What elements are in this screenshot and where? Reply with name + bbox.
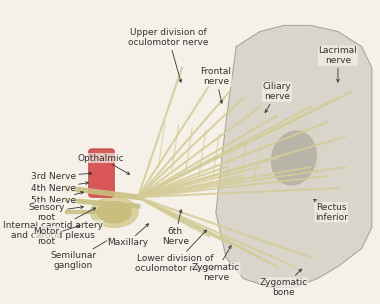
FancyBboxPatch shape xyxy=(89,149,114,197)
Text: Sensory
root: Sensory root xyxy=(28,202,83,222)
Text: Opthalmic: Opthalmic xyxy=(77,154,130,174)
Ellipse shape xyxy=(272,131,316,185)
Text: 4th Nerve: 4th Nerve xyxy=(31,182,89,193)
Ellipse shape xyxy=(97,202,131,223)
Polygon shape xyxy=(216,26,372,288)
Text: Internal carotid artery
and carotid plexus: Internal carotid artery and carotid plex… xyxy=(3,208,103,240)
Ellipse shape xyxy=(263,121,325,195)
Text: 3rd Nerve: 3rd Nerve xyxy=(31,171,92,181)
Text: Zygomatic
bone: Zygomatic bone xyxy=(260,269,308,297)
Text: Semilunar
ganglion: Semilunar ganglion xyxy=(51,238,111,270)
Text: 6th
Nerve: 6th Nerve xyxy=(162,210,189,246)
Text: Rectus
inferior: Rectus inferior xyxy=(314,199,348,222)
FancyBboxPatch shape xyxy=(92,157,109,190)
Text: Zygomatic
nerve: Zygomatic nerve xyxy=(192,246,240,282)
Text: Lacrimal
nerve: Lacrimal nerve xyxy=(318,46,357,82)
Text: Upper division of
oculomotor nerve: Upper division of oculomotor nerve xyxy=(128,28,209,82)
Ellipse shape xyxy=(90,197,138,227)
Text: Ciliary
nerve: Ciliary nerve xyxy=(263,82,291,112)
Text: Motor
root: Motor root xyxy=(33,225,80,246)
Text: 5th Nerve: 5th Nerve xyxy=(31,192,84,205)
Text: Maxillary: Maxillary xyxy=(107,224,149,247)
Text: Frontal
nerve: Frontal nerve xyxy=(200,67,231,103)
Text: Lower division of
oculomotor nerve: Lower division of oculomotor nerve xyxy=(135,230,215,273)
